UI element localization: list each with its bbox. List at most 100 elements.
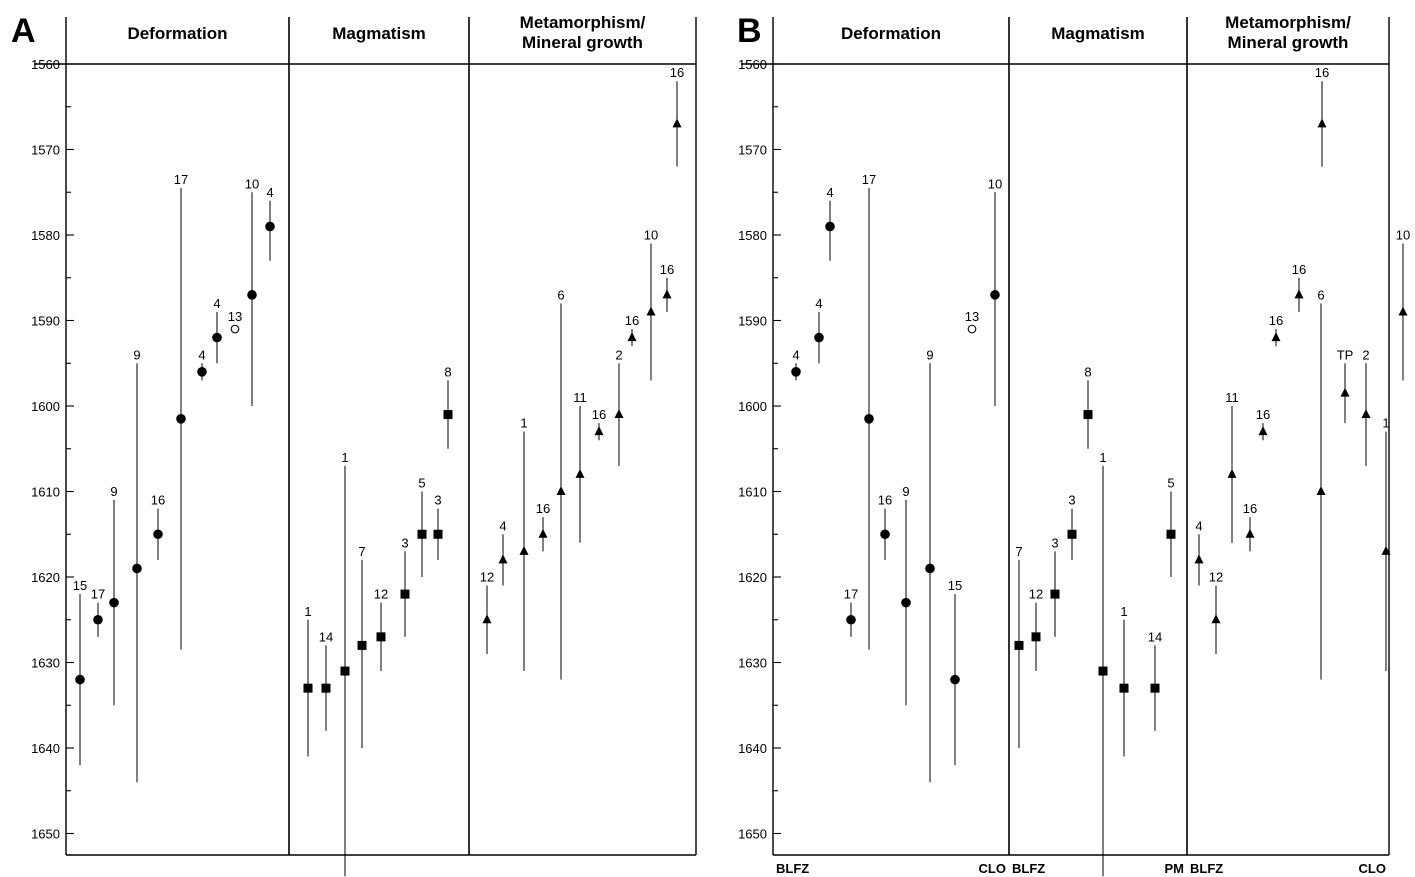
data-point: 3 [1067,493,1077,560]
y-tick-label: 1590 [31,314,60,329]
point-label: 2 [615,347,622,362]
point-label: 16 [536,501,550,516]
data-point: 15 [73,578,87,766]
point-label: 5 [418,476,425,491]
data-point: 16 [878,493,892,560]
section-header-line: Mineral growth [1228,33,1349,52]
triangle-marker [1211,614,1221,624]
point-label: 15 [73,578,87,593]
data-point: 16 [1269,313,1283,347]
data-point: 13 [228,309,242,334]
section-3: Metamorphism/Mineral growth4121116161616… [1186,13,1410,876]
data-point: 5 [417,476,427,577]
x-left-label: BLFZ [1012,861,1045,876]
square-marker [1119,683,1129,693]
panel-label: B [737,12,762,50]
y-tick-label: 1630 [738,656,767,671]
point-label: 1 [1099,450,1106,465]
data-point: 4 [265,185,275,261]
triangle-marker [1381,545,1391,555]
data-point: 4 [1194,518,1204,586]
point-label: 16 [660,262,674,277]
data-point: 17 [862,172,876,650]
panel-b: B156015701580159016001610162016301640165… [737,12,1410,877]
point-label: 15 [948,578,962,593]
point-label: 12 [1209,570,1223,585]
point-label: 17 [862,172,876,187]
point-label: 4 [266,185,273,200]
y-tick-label: 1580 [738,228,767,243]
circle-marker [925,563,935,574]
point-label: 7 [358,544,365,559]
section-3: Metamorphism/Mineral growth1241166111621… [468,13,684,855]
circle-marker [132,563,142,574]
data-point: 1 [340,450,350,877]
data-point: 11 [573,390,587,543]
y-tick-label: 1630 [31,656,60,671]
triangle-marker [1294,289,1304,299]
data-point: 12 [374,587,388,672]
section-header: Magmatism [332,24,426,43]
section-header: Magmatism [1051,24,1145,43]
data-point: 16 [1315,65,1329,167]
data-point: 1 [1381,416,1391,672]
y-tick-label: 1590 [738,314,767,329]
data-point: 6 [556,287,566,680]
x-left-label: BLFZ [1190,861,1223,876]
point-label: 6 [557,287,564,302]
data-point: 9 [901,484,911,706]
square-marker [376,632,386,642]
y-tick-label: 1570 [738,143,767,158]
data-point: 4 [825,185,835,261]
data-point: 16 [670,65,684,167]
point-label: 4 [826,185,833,200]
point-label: 9 [133,347,140,362]
data-point: 7 [357,544,367,748]
point-label: 8 [1084,364,1091,379]
data-point: 4 [498,518,508,586]
data-point: 5 [1166,476,1176,577]
square-marker [1014,640,1024,650]
point-label: 16 [878,493,892,508]
data-point: 9 [132,347,142,783]
point-label: 7 [1015,544,1022,559]
data-point: 1 [1119,604,1129,757]
y-tick-label: 1560 [738,57,767,72]
point-label: 16 [1269,313,1283,328]
data-point: 4 [212,296,222,364]
point-label: 13 [228,309,242,324]
point-label: 16 [1256,407,1270,422]
point-label: 14 [1148,629,1162,644]
point-label: 14 [319,629,333,644]
data-point: 7 [1014,544,1024,748]
data-point: 4 [791,347,801,381]
square-marker [1166,529,1176,539]
data-point: 1 [519,416,529,672]
x-left-label: BLFZ [776,861,809,876]
x-right-label: CLO [979,861,1006,876]
data-point: 14 [319,629,333,731]
open-circle-marker [967,324,977,334]
circle-marker [176,414,186,424]
square-marker [340,666,350,676]
point-label: 1 [1120,604,1127,619]
point-label: 10 [988,176,1002,191]
triangle-marker [1227,468,1237,478]
circle-marker [247,290,257,300]
point-label: 10 [245,176,259,191]
open-circle-marker [230,324,240,334]
circle-marker [880,529,890,540]
data-point: 17 [91,587,105,637]
point-label: 5 [1167,476,1174,491]
data-point: 14 [1148,629,1162,731]
panel-label: A [11,12,36,50]
data-point: 12 [1029,587,1043,672]
triangle-marker [1271,332,1281,342]
point-label: 10 [1396,228,1410,243]
point-label: 1 [304,604,311,619]
data-point: 13 [965,309,979,334]
data-point: 16 [1292,262,1306,312]
circle-marker [153,529,163,540]
square-marker [303,683,313,693]
